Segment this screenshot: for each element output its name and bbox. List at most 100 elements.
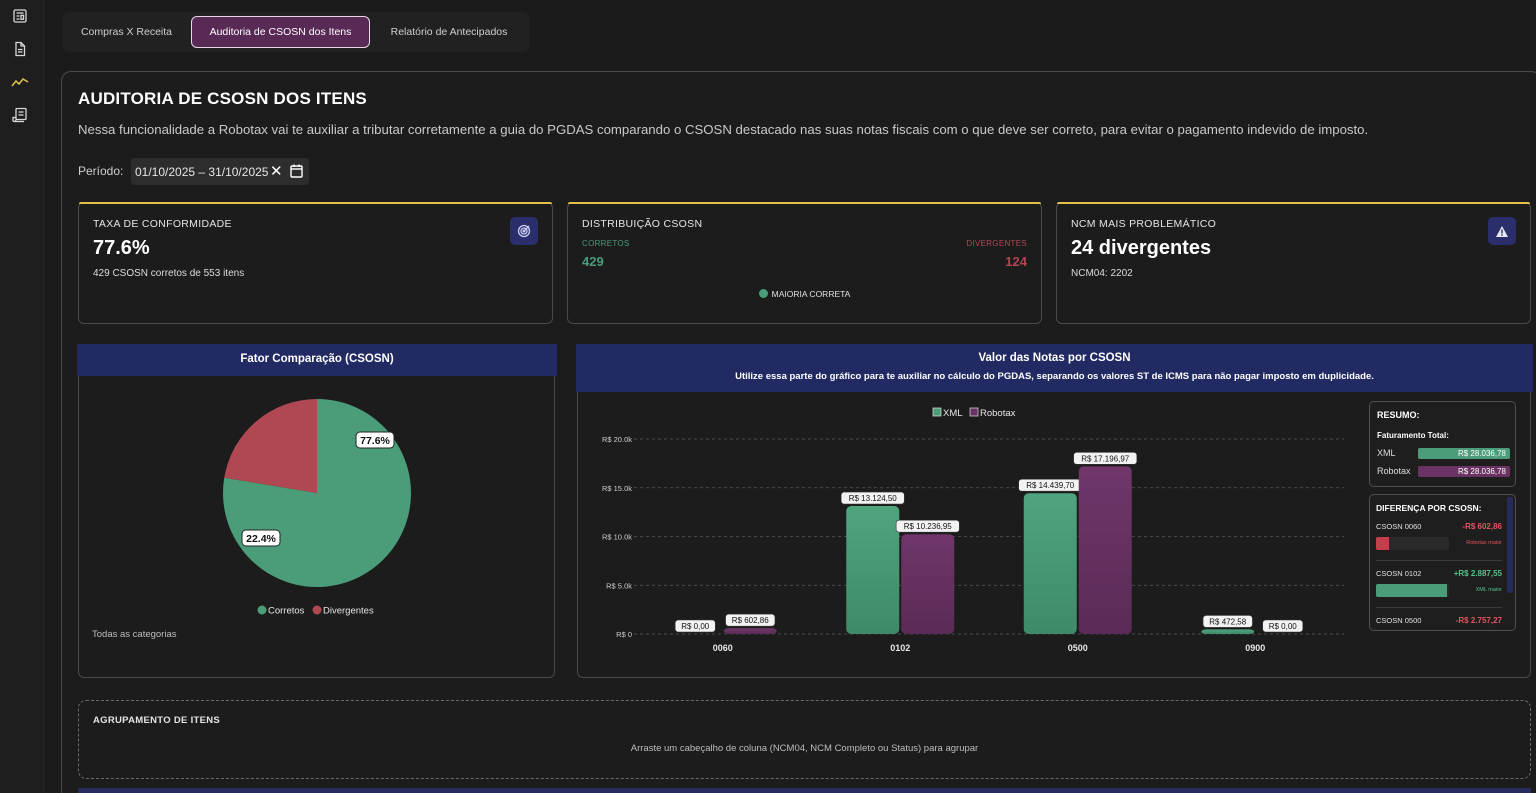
diferenca-item-label: CSOSN 0102 [1376, 569, 1422, 578]
legend-swatch [257, 605, 267, 615]
pie-slice-divergentes[interactable] [224, 399, 317, 493]
svg-text:R$ 14.439,70: R$ 14.439,70 [1026, 481, 1075, 490]
svg-text:R$ 10.236,95: R$ 10.236,95 [904, 522, 953, 531]
diferenca-box[interactable]: DIFERENÇA POR CSOSN: CSOSN 0060 -R$ 602,8… [1369, 494, 1516, 631]
pie-data-label: 77.6% [355, 431, 395, 449]
divider [1376, 607, 1502, 608]
svg-text:22.4%: 22.4% [246, 533, 276, 545]
bar-chart-subtitle: Utilize essa parte do gráfico para te au… [735, 371, 1374, 382]
calendar-icon[interactable] [290, 164, 303, 181]
diferenca-bar-track [1376, 584, 1449, 597]
tab-bar: Compras X Receita Auditoria de CSOSN dos… [62, 12, 530, 52]
svg-text:R$ 0,00: R$ 0,00 [681, 622, 710, 631]
xml-label: XML [1377, 448, 1396, 458]
diferenca-item-note: XML maior [1475, 587, 1502, 593]
card-ncm-problematico: NCM MAIS PROBLEMÁTICO 24 divergentes NCM… [1056, 202, 1531, 324]
corretos-label: CORRETOS [582, 239, 630, 248]
bar-data-label: R$ 14.439,70 [1018, 478, 1083, 492]
bar-xml-0102[interactable] [846, 506, 900, 634]
diferenca-title: DIFERENÇA POR CSOSN: [1376, 503, 1482, 513]
clear-icon[interactable]: ✕ [270, 163, 283, 180]
bar-data-label: R$ 472,58 [1202, 615, 1253, 628]
diferenca-item: CSOSN 0102 +R$ 2.887,55 XML maior [1376, 569, 1502, 613]
legend-swatch [969, 407, 979, 417]
card-title: DISTRIBUIÇÃO CSOSN [582, 218, 703, 230]
bar-robotax-0060[interactable] [723, 628, 777, 634]
table-header-strip [78, 788, 1531, 793]
legend-swatch [312, 605, 322, 615]
receipt-icon[interactable] [11, 106, 29, 124]
diferenca-bar-fill [1376, 537, 1390, 550]
divider [1376, 560, 1502, 561]
resumo-box: RESUMO: Faturamento Total: XML R$ 28.036… [1369, 401, 1516, 487]
legend-label: Robotax [980, 408, 1016, 419]
period-value[interactable]: 01/10/2025 – 31/10/2025 [135, 164, 269, 179]
tab-relatorio-antecipados[interactable]: Relatório de Antecipados [390, 26, 508, 38]
pie-legend: Corretos Divergentes [257, 605, 374, 617]
card-distribuicao-csosn: DISTRIBUIÇÃO CSOSN CORRETOS 429 DIVERGEN… [567, 202, 1042, 324]
warning-icon [1488, 217, 1516, 245]
target-icon [510, 217, 538, 245]
diferenca-item: CSOSN 0500 -R$ 2.757,27 [1376, 616, 1502, 630]
svg-text:77.6%: 77.6% [360, 435, 390, 447]
diferenca-item-note: Robotax maior [1466, 540, 1502, 546]
check-circle-icon [758, 289, 768, 298]
pie-chart-title: Fator Comparação (CSOSN) [77, 344, 557, 376]
diferenca-item-value: -R$ 2.757,27 [1455, 616, 1502, 625]
bar-xml-0900[interactable] [1201, 629, 1255, 634]
tab-compras-receita[interactable]: Compras X Receita [80, 26, 173, 38]
card-subtext: NCM04: 2202 [1071, 268, 1133, 279]
x-tick-label: 0060 [713, 643, 733, 653]
faturamento-label: Faturamento Total: [1377, 431, 1449, 440]
corretos-value: 429 [582, 254, 604, 269]
x-tick-label: 0900 [1245, 643, 1265, 653]
sidebar [0, 0, 44, 793]
card-subtext: 429 CSOSN corretos de 553 itens [93, 268, 245, 279]
xml-total-bar: R$ 28.036,78 [1418, 448, 1510, 459]
bar-data-label: R$ 17.196,97 [1073, 452, 1138, 465]
legend-swatch [932, 407, 942, 417]
document-icon[interactable] [11, 40, 29, 58]
resumo-title: RESUMO: [1377, 410, 1420, 420]
diferenca-bar-track [1376, 537, 1449, 550]
bar-data-label: R$ 13.124,50 [840, 491, 905, 505]
card-taxa-conformidade: TAXA DE CONFORMIDADE 77.6% 429 CSOSN cor… [78, 202, 553, 324]
robotax-label: Robotax [1377, 466, 1411, 476]
bar-xml-0500[interactable] [1023, 493, 1077, 634]
page-title: AUDITORIA DE CSOSN DOS ITENS [78, 89, 367, 108]
diferenca-item: CSOSN 0060 -R$ 602,86 Robotax maior [1376, 522, 1502, 566]
agrupamento-dropzone[interactable]: AGRUPAMENTO DE ITENS Arraste um cabeçalh… [78, 700, 1531, 779]
bar-robotax-0500[interactable] [1078, 466, 1132, 634]
y-tick-label: R$ 0 [616, 630, 632, 639]
card-title: TAXA DE CONFORMIDADE [93, 218, 232, 230]
y-tick-label: R$ 15.0k [602, 484, 632, 493]
diferenca-bar-fill [1376, 584, 1447, 597]
robotax-total-bar: R$ 28.036,78 [1418, 466, 1510, 477]
tab-auditoria-csosn[interactable]: Auditoria de CSOSN dos Itens [191, 16, 370, 48]
diferenca-item-value: -R$ 602,86 [1462, 522, 1502, 531]
bar-robotax-0102[interactable] [901, 534, 955, 634]
diferenca-scrollbar[interactable] [1507, 497, 1513, 593]
pie-chart-footer: Todas as categorias [92, 629, 177, 640]
pie-chart: 77.6% 22.4% Corretos Divergentes [222, 399, 411, 617]
bar-data-label: R$ 602,86 [725, 613, 776, 627]
svg-text:R$ 602,86: R$ 602,86 [732, 616, 769, 625]
legend-label: Corretos [268, 606, 305, 617]
pie-data-label: 22.4% [241, 529, 281, 547]
svg-text:R$ 472,58: R$ 472,58 [1209, 617, 1246, 626]
status-badge: MAIORIA CORRETA [568, 289, 1041, 299]
y-tick-label: R$ 10.0k [602, 533, 632, 542]
bar-chart: R$ 0 R$ 5.0k R$ 10.0k R$ 15.0k R$ 20.0k XML Ro… [602, 407, 1344, 653]
y-tick-label: R$ 20.0k [602, 435, 632, 444]
divergentes-label: DIVERGENTES [966, 239, 1027, 248]
diferenca-item-value: +R$ 2.887,55 [1453, 569, 1502, 578]
bar-chart-header: Valor das Notas por CSOSN Utilize essa p… [576, 344, 1533, 392]
bar-data-label: R$ 0,00 [1262, 619, 1304, 633]
trend-chart-icon[interactable] [11, 73, 29, 91]
period-date-range[interactable]: 01/10/2025 – 31/10/2025 ✕ [131, 158, 309, 185]
page-description: Nessa funcionalidade a Robotax vai te au… [78, 122, 1369, 137]
diferenca-item-label: CSOSN 0060 [1376, 522, 1422, 531]
x-tick-label: 0500 [1068, 643, 1088, 653]
bar-legend: XML Robotax [932, 407, 1016, 419]
newspaper-icon[interactable] [11, 7, 29, 25]
